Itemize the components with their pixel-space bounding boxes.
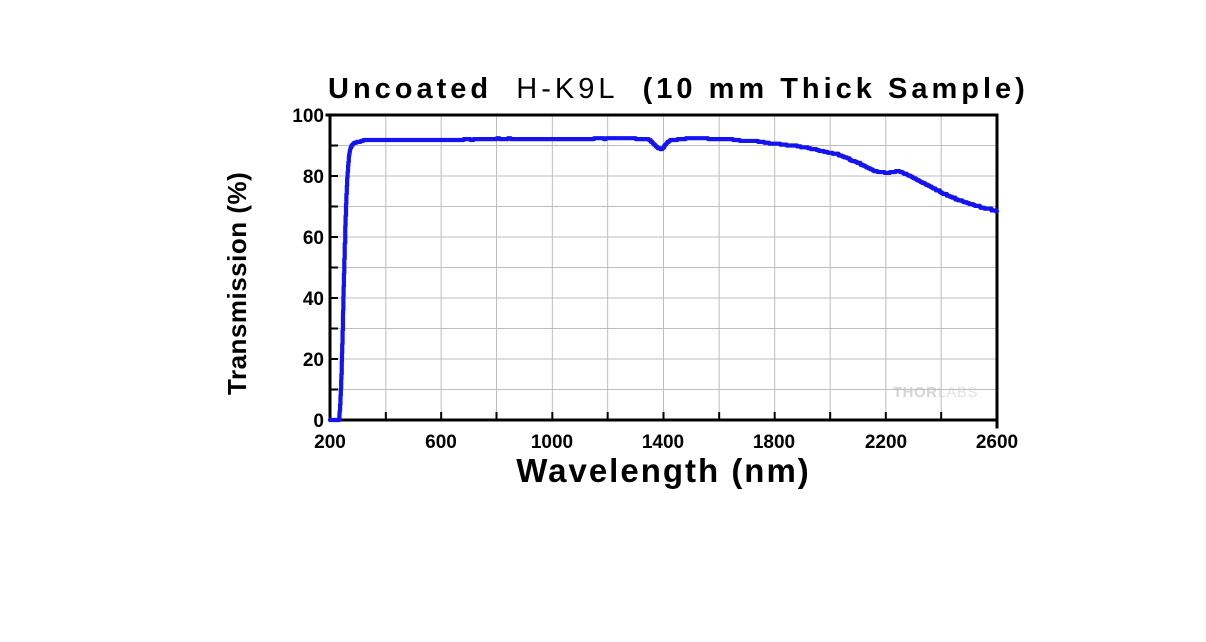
svg-text:THORLABS: THORLABS [893,384,978,401]
